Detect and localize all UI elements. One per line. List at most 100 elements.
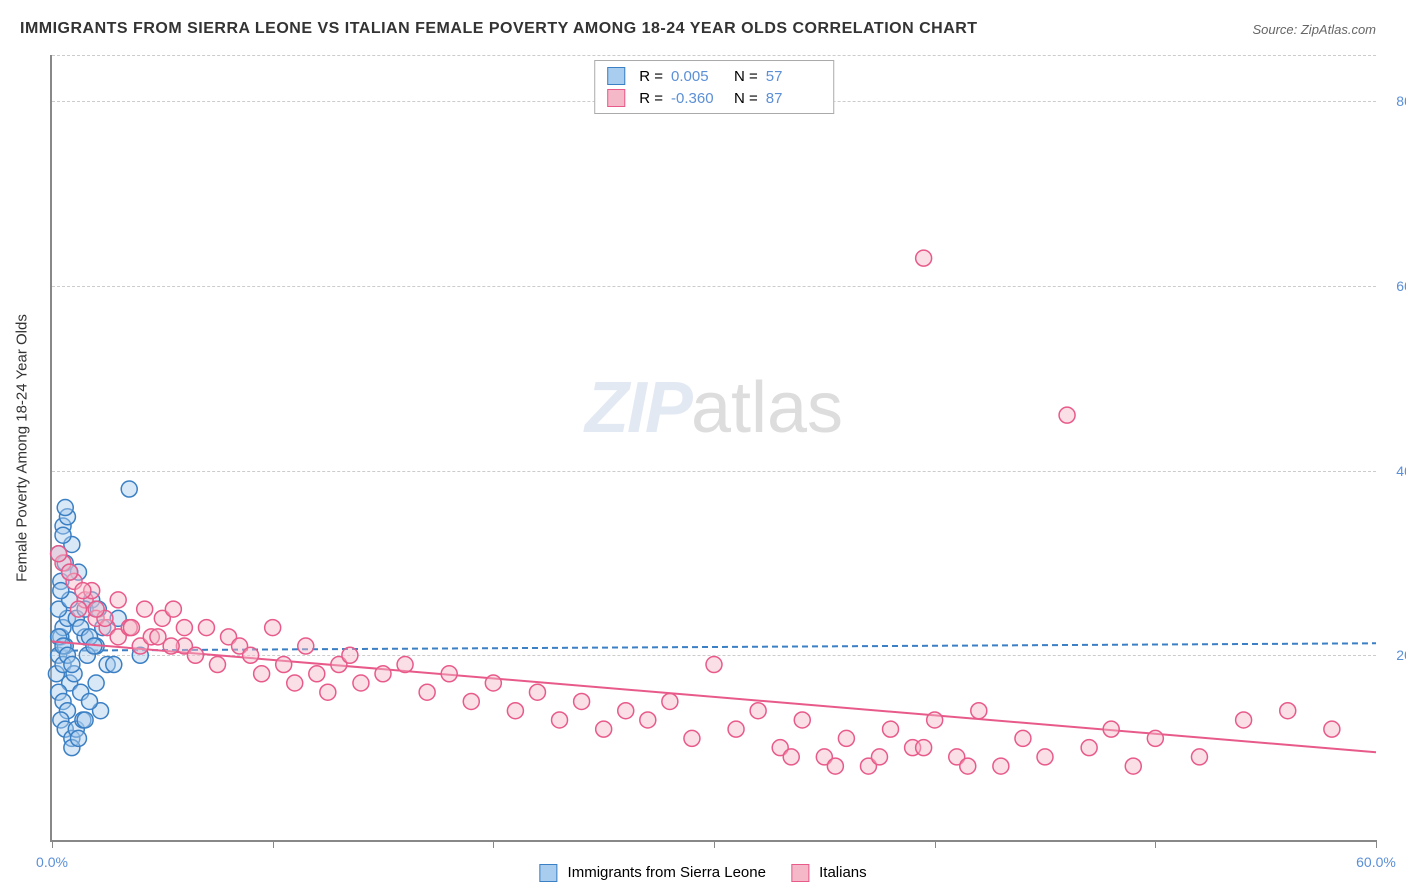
data-point <box>187 647 203 663</box>
xtick <box>1376 840 1377 848</box>
chart-title: IMMIGRANTS FROM SIERRA LEONE VS ITALIAN … <box>20 20 978 38</box>
data-point <box>1059 407 1075 423</box>
data-point <box>298 638 314 654</box>
legend-item-1: Immigrants from Sierra Leone <box>539 864 766 882</box>
data-point <box>1015 730 1031 746</box>
n-label: N = <box>734 90 758 107</box>
data-point <box>70 730 86 746</box>
data-point <box>75 583 91 599</box>
data-point <box>51 546 67 562</box>
legend-swatch-1 <box>539 864 557 882</box>
data-point <box>640 712 656 728</box>
chart-source: Source: ZipAtlas.com <box>1252 22 1376 37</box>
data-point <box>706 657 722 673</box>
data-point <box>783 749 799 765</box>
stats-row-1: R = 0.005 N = 57 <box>607 65 821 87</box>
data-point <box>662 693 678 709</box>
data-point <box>960 758 976 774</box>
legend-label-1: Immigrants from Sierra Leone <box>568 864 766 881</box>
data-point <box>883 721 899 737</box>
data-point <box>684 730 700 746</box>
data-point <box>463 693 479 709</box>
data-point <box>419 684 435 700</box>
data-point <box>1037 749 1053 765</box>
data-point <box>243 647 259 663</box>
data-point <box>82 693 98 709</box>
stats-legend-box: R = 0.005 N = 57 R = -0.360 N = 87 <box>594 60 834 114</box>
data-point <box>55 527 71 543</box>
data-point <box>1236 712 1252 728</box>
data-point <box>1324 721 1340 737</box>
r-label: R = <box>639 90 663 107</box>
data-point <box>1125 758 1141 774</box>
data-point <box>916 250 932 266</box>
r-label: R = <box>639 68 663 85</box>
chart-plot-area: Female Poverty Among 18-24 Year Olds ZIP… <box>50 55 1376 842</box>
data-point <box>88 675 104 691</box>
data-point <box>165 601 181 617</box>
data-point <box>574 693 590 709</box>
bottom-legend: Immigrants from Sierra Leone Italians <box>539 864 866 882</box>
xtick <box>52 840 53 848</box>
data-point <box>916 740 932 756</box>
data-point <box>254 666 270 682</box>
data-point <box>872 749 888 765</box>
data-point <box>123 620 139 636</box>
data-point <box>397 657 413 673</box>
data-point <box>64 657 80 673</box>
data-point <box>198 620 214 636</box>
xtick <box>935 840 936 848</box>
data-point <box>1147 730 1163 746</box>
data-point <box>265 620 281 636</box>
data-point <box>176 620 192 636</box>
n-value-1: 57 <box>766 68 821 85</box>
data-point <box>1081 740 1097 756</box>
n-label: N = <box>734 68 758 85</box>
data-point <box>62 564 78 580</box>
data-point <box>794 712 810 728</box>
scatter-svg <box>52 55 1376 840</box>
data-point <box>342 647 358 663</box>
stats-swatch-2 <box>607 89 625 107</box>
data-point <box>70 601 86 617</box>
data-point <box>1191 749 1207 765</box>
data-point <box>77 712 93 728</box>
data-point <box>618 703 634 719</box>
xtick <box>714 840 715 848</box>
data-point <box>927 712 943 728</box>
data-point <box>971 703 987 719</box>
ytick-label: 60.0% <box>1381 278 1406 294</box>
data-point <box>276 657 292 673</box>
data-point <box>728 721 744 737</box>
ytick-label: 40.0% <box>1381 463 1406 479</box>
data-point <box>121 481 137 497</box>
legend-swatch-2 <box>791 864 809 882</box>
data-point <box>375 666 391 682</box>
data-point <box>309 666 325 682</box>
data-point <box>110 592 126 608</box>
data-point <box>838 730 854 746</box>
xtick <box>1155 840 1156 848</box>
data-point <box>750 703 766 719</box>
data-point <box>353 675 369 691</box>
y-axis-label: Female Poverty Among 18-24 Year Olds <box>14 314 31 582</box>
legend-item-2: Italians <box>791 864 867 882</box>
xtick <box>493 840 494 848</box>
legend-label-2: Italians <box>819 864 867 881</box>
r-value-2: -0.360 <box>671 90 726 107</box>
data-point <box>441 666 457 682</box>
ytick-label: 80.0% <box>1381 93 1406 109</box>
data-point <box>163 638 179 654</box>
data-point <box>529 684 545 700</box>
data-point <box>137 601 153 617</box>
data-point <box>1103 721 1119 737</box>
data-point <box>320 684 336 700</box>
data-point <box>596 721 612 737</box>
n-value-2: 87 <box>766 90 821 107</box>
stats-swatch-1 <box>607 67 625 85</box>
r-value-1: 0.005 <box>671 68 726 85</box>
stats-row-2: R = -0.360 N = 87 <box>607 87 821 109</box>
data-point <box>827 758 843 774</box>
data-point <box>1280 703 1296 719</box>
xtick-label: 0.0% <box>36 854 68 870</box>
